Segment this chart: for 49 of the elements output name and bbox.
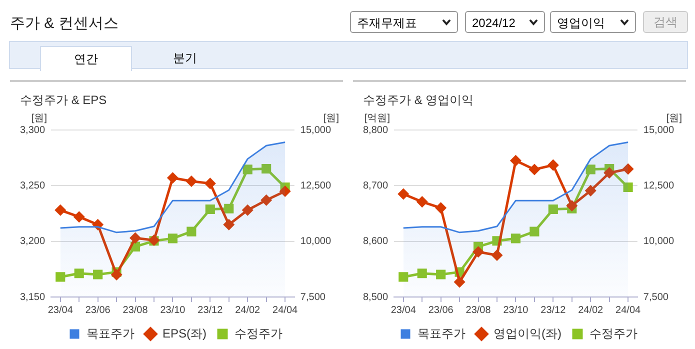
y-tick-label: 3,250 <box>20 180 46 192</box>
legend-label: EPS(좌) <box>162 326 207 340</box>
legend-label: 목표주가 <box>418 326 466 340</box>
y2-tick-label: 7,500 <box>643 292 669 303</box>
x-tick-label: 23/08 <box>122 304 148 316</box>
y-tick-label: 8,500 <box>362 292 388 303</box>
x-tick-label: 23/04 <box>48 304 74 316</box>
x-tick-label: 24/02 <box>235 304 261 316</box>
text: 분기 <box>172 50 198 67</box>
y-tick-label: 8,800 <box>362 124 388 136</box>
y2-tick-label: 10,000 <box>300 236 332 248</box>
y-axis-title: [원] <box>31 112 48 124</box>
text: 연간 <box>40 46 132 71</box>
text: 검색 <box>643 11 688 33</box>
x-tick-label: 23/04 <box>390 304 416 316</box>
x-tick-label: 23/06 <box>85 304 111 316</box>
legend-label: 수정주가 <box>234 326 282 340</box>
x-tick-label: 23/12 <box>198 304 224 316</box>
y2-tick-label: 10,000 <box>643 236 674 248</box>
y-tick-label: 3,300 <box>20 124 46 136</box>
chart-title: 수정주가 & EPS <box>20 92 107 109</box>
text: 영업이익 <box>557 16 605 30</box>
legend-label: 영업이익(좌) <box>494 326 562 340</box>
x-tick-label: 23/10 <box>160 304 186 316</box>
y-tick-label: 3,200 <box>20 236 46 248</box>
y2-tick-label: 12,500 <box>643 180 674 192</box>
y2-tick-label: 7,500 <box>300 292 326 303</box>
y-axis-title: [억원] <box>364 112 390 124</box>
y2-axis-title: [원] <box>323 112 340 124</box>
text: 2024/12 <box>472 16 516 30</box>
legend-label: 목표주가 <box>86 326 134 340</box>
x-tick-label: 24/02 <box>578 304 604 316</box>
legend-label: 수정주가 <box>589 326 638 340</box>
y-tick-label: 8,700 <box>362 180 388 192</box>
chart-title: 수정주가 & 영업이익 <box>363 92 474 109</box>
x-tick-label: 23/08 <box>466 304 492 316</box>
y2-tick-label: 15,000 <box>300 124 332 136</box>
y-tick-label: 3,150 <box>20 292 46 303</box>
text: 주가 & 컨센서스 <box>10 14 118 33</box>
y2-tick-label: 12,500 <box>300 180 332 192</box>
x-tick-label: 23/06 <box>428 304 454 316</box>
x-tick-label: 23/10 <box>503 304 529 316</box>
y2-axis-title: [원] <box>666 112 682 124</box>
x-tick-label: 23/12 <box>540 304 566 316</box>
x-tick-label: 24/04 <box>272 304 298 316</box>
x-tick-label: 24/04 <box>616 304 641 316</box>
text: 주재무제표 <box>357 16 417 30</box>
y-tick-label: 8,600 <box>362 236 388 248</box>
y2-tick-label: 15,000 <box>643 124 674 136</box>
